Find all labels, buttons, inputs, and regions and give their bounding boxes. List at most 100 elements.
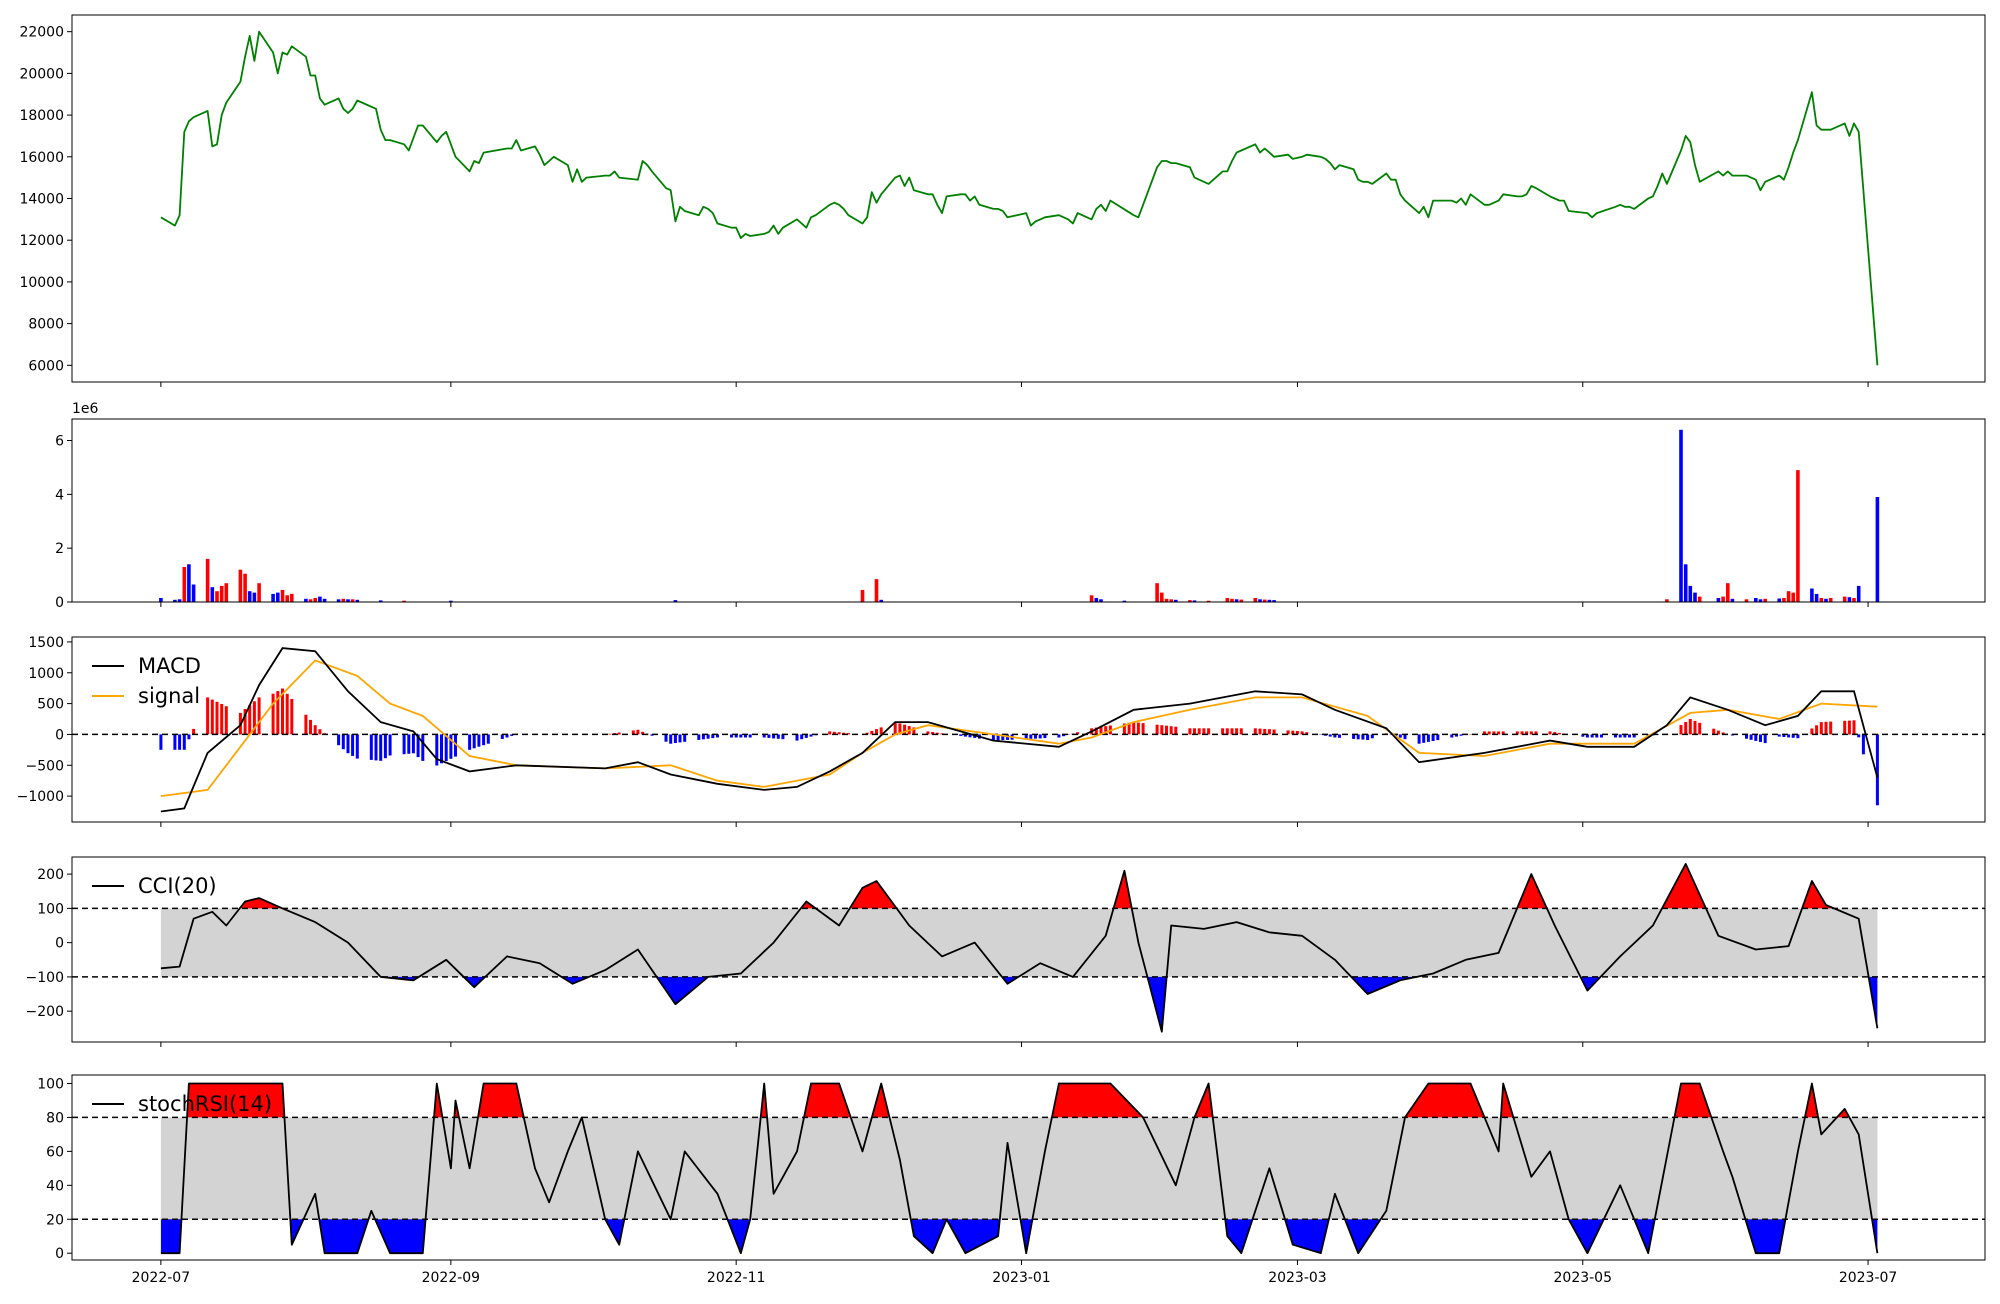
macd-histogram-bar — [258, 697, 261, 734]
macd-histogram-bar — [1273, 730, 1276, 735]
macd-histogram-bar — [1338, 734, 1341, 737]
macd-histogram-bar — [159, 734, 162, 749]
macd-histogram-bar — [828, 731, 831, 734]
volume-bar — [1777, 599, 1781, 603]
macd-histogram-bar — [1843, 721, 1846, 735]
volume-bar — [1095, 598, 1099, 602]
macd-histogram-bar — [1231, 728, 1234, 734]
macd-histogram-bar — [1876, 734, 1879, 805]
macd-histogram-bar — [1207, 728, 1210, 734]
macd-histogram-bar — [375, 734, 378, 760]
overbought-fill — [1662, 864, 1706, 909]
macd-histogram-bar — [206, 697, 209, 734]
panel-1: 6000800010000120001400016000180002000022… — [19, 15, 1985, 387]
macd-histogram-bar — [1240, 728, 1243, 734]
axes-frame — [72, 419, 1985, 602]
macd-histogram-bar — [1815, 725, 1818, 734]
macd-histogram-bar — [173, 734, 176, 749]
volume-bar — [187, 564, 191, 602]
macd-histogram-bar — [1202, 728, 1205, 734]
macd-histogram-bar — [674, 734, 677, 743]
macd-histogram-bar — [1694, 721, 1697, 735]
y-tick-label: 20 — [46, 1212, 64, 1228]
overbought-fill — [804, 1084, 851, 1118]
y-tick-label: 0 — [55, 727, 64, 743]
macd-histogram-bar — [1558, 733, 1561, 735]
x-tick-label: 2023-05 — [1554, 1270, 1613, 1286]
plot-area — [159, 430, 1879, 602]
macd-histogram-bar — [838, 732, 841, 734]
volume-bar — [1693, 593, 1697, 602]
x-tick-label: 2022-11 — [707, 1270, 766, 1286]
volume-bar — [1843, 597, 1847, 602]
macd-histogram-bar — [1259, 729, 1262, 735]
oversold-fill — [1569, 1219, 1604, 1253]
macd-histogram-bar — [1759, 734, 1762, 742]
macd-histogram-bar — [1329, 734, 1332, 736]
neutral-band — [161, 908, 1878, 977]
macd-histogram-bar — [1193, 728, 1196, 734]
macd-histogram-bar — [379, 734, 382, 760]
volume-bar — [1829, 598, 1833, 602]
y-tick-label: 10000 — [19, 275, 64, 291]
y-tick-label: −500 — [26, 758, 64, 774]
macd-histogram-bar — [618, 733, 621, 735]
y-tick-label: 100 — [37, 1076, 64, 1092]
signal-line — [161, 660, 1878, 796]
macd-histogram-bar — [1712, 729, 1715, 735]
volume-bar — [206, 559, 210, 602]
macd-histogram-bar — [178, 734, 181, 749]
volume-bar — [1254, 598, 1258, 602]
macd-histogram-bar — [1254, 728, 1257, 734]
volume-bar — [1852, 598, 1856, 602]
macd-histogram-bar — [1619, 734, 1622, 737]
macd-histogram-bar — [384, 734, 387, 758]
volume-bar — [1857, 586, 1861, 602]
volume-bar — [1684, 564, 1688, 602]
volume-bar — [1226, 598, 1230, 602]
macd-histogram-bar — [342, 734, 345, 749]
volume-bar — [1810, 589, 1814, 603]
oversold-fill — [657, 977, 708, 1004]
macd-histogram-bar — [683, 734, 686, 741]
legend-label: CCI(20) — [138, 874, 217, 898]
macd-histogram-bar — [290, 699, 293, 734]
macd-histogram-bar — [1754, 734, 1757, 741]
legend: stochRSI(14) — [92, 1092, 272, 1116]
macd-histogram-bar — [1226, 728, 1229, 734]
macd-histogram-bar — [445, 734, 448, 761]
macd-histogram-bar — [318, 729, 321, 734]
macd-histogram-bar — [347, 734, 350, 753]
volume-bar — [220, 586, 224, 602]
volume-bar — [1679, 430, 1683, 602]
macd-histogram-bar — [183, 734, 186, 749]
macd-histogram-bar — [309, 720, 312, 735]
volume-bar — [159, 598, 163, 602]
macd-histogram-bar — [286, 694, 289, 735]
macd-histogram-bar — [314, 725, 317, 734]
volume-bar — [1689, 586, 1693, 602]
macd-histogram-bar — [1156, 725, 1159, 735]
macd-histogram-bar — [1142, 723, 1145, 734]
legend-label: signal — [138, 684, 200, 708]
macd-histogram-bar — [959, 734, 962, 736]
y-tick-label: 22000 — [19, 25, 64, 41]
x-tick-label: 2022-09 — [422, 1270, 481, 1286]
macd-histogram-bar — [225, 706, 228, 734]
y-tick-label: 2 — [55, 541, 64, 557]
legend-label: stochRSI(14) — [138, 1092, 272, 1116]
volume-bar — [215, 591, 219, 602]
macd-histogram-bar — [337, 734, 340, 745]
macd-histogram-bar — [1422, 734, 1425, 742]
macd-histogram-bar — [1174, 727, 1177, 735]
volume-bar — [1717, 598, 1721, 602]
volume-bar — [253, 593, 257, 602]
macd-histogram-bar — [351, 734, 354, 756]
macd-histogram-bar — [482, 734, 485, 745]
y-tick-label: 14000 — [19, 192, 64, 208]
macd-histogram-bar — [1165, 726, 1168, 735]
macd-histogram-bar — [665, 734, 668, 741]
